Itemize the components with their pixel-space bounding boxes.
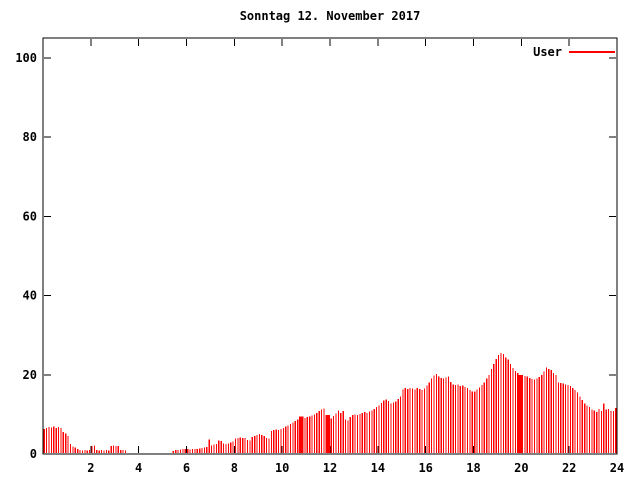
legend-label: User <box>533 45 562 59</box>
x-axis-tick-label: 4 <box>135 461 142 475</box>
x-axis-tick-label: 8 <box>231 461 238 475</box>
y-axis-tick-label: 20 <box>23 368 37 382</box>
data-bar-dense <box>325 415 330 453</box>
y-axis-tick-label: 40 <box>23 289 37 303</box>
x-axis-tick-label: 24 <box>610 461 624 475</box>
plot-border <box>42 37 618 455</box>
x-axis-tick-label: 10 <box>275 461 289 475</box>
y-axis-tick-label: 100 <box>15 51 37 65</box>
legend-line-sample <box>569 51 615 53</box>
chart-title: Sonntag 12. November 2017 <box>239 9 421 23</box>
x-axis-tick-label: 22 <box>562 461 576 475</box>
data-bar-dense <box>298 416 304 453</box>
x-axis-tick-label: 6 <box>183 461 190 475</box>
y-axis-tick-label: 0 <box>30 447 37 461</box>
x-axis-tick-label: 12 <box>323 461 337 475</box>
x-axis-tick-label: 20 <box>514 461 528 475</box>
x-axis-tick-label: 18 <box>466 461 480 475</box>
data-bar-dense <box>518 374 524 453</box>
y-axis-tick-label: 60 <box>23 209 37 223</box>
x-axis-tick-label: 16 <box>418 461 432 475</box>
y-axis-tick-label: 80 <box>23 130 37 144</box>
x-axis-tick-label: 2 <box>87 461 94 475</box>
x-axis-tick-label: 14 <box>371 461 385 475</box>
